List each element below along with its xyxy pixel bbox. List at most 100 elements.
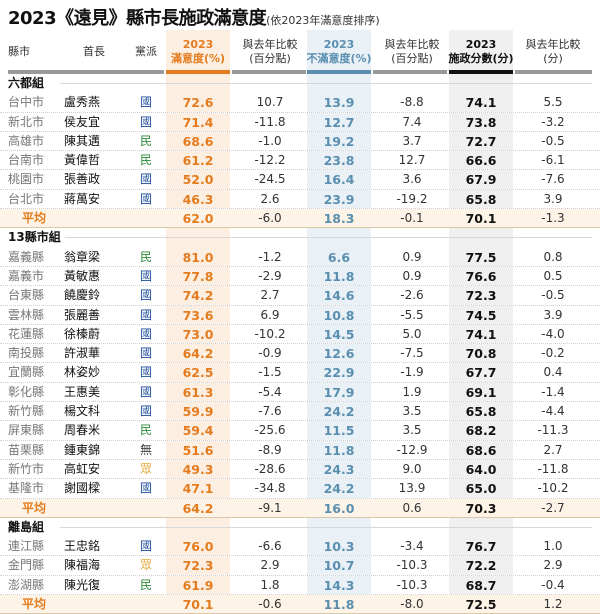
party-label: 國 (139, 191, 152, 206)
column-band-sat (166, 479, 230, 498)
party-label: 民 (139, 153, 152, 168)
column-band-dis (307, 189, 371, 209)
mayor-name: 王惠美 (64, 384, 101, 399)
table-row: 雲林縣 張麗善 國 73.6 6.9 10.8 -5.5 74.5 3.9 (0, 305, 600, 325)
table-header: 縣市 首長 黨派 2023 滿意度(%) 與去年比較 (百分點) 2023 不滿… (0, 30, 600, 74)
table-row: 彰化縣 王惠美 國 61.3 -5.4 17.9 1.9 69.1 -1.4 (0, 382, 600, 403)
header-dissatisfaction-label: 不滿意度(%) (306, 52, 372, 65)
party-label: 民 (139, 133, 152, 148)
satisfaction-delta-value: -7.6 (258, 404, 282, 419)
header-underline-score (449, 70, 513, 74)
column-band-sat (166, 382, 230, 402)
dissatisfaction-value: 11.8 (323, 268, 355, 284)
dissatisfaction-value: 17.9 (323, 384, 355, 400)
mayor-name: 陳福海 (64, 558, 101, 573)
score-value: 70.8 (465, 346, 497, 362)
column-band-dis (307, 479, 371, 498)
column-band-score (449, 537, 513, 556)
score-value: 72.3 (465, 288, 497, 304)
column-band-score (449, 286, 513, 305)
satisfaction-delta-value: 10.7 (256, 95, 284, 110)
county-name: 高雄市 (8, 133, 45, 148)
party-label: 國 (139, 268, 152, 283)
column-band-score (449, 305, 513, 324)
score-value: 76.6 (465, 268, 497, 284)
satisfaction-value: 61.9 (182, 577, 214, 593)
header-dissatisfaction-delta-line2: (百分點) (391, 52, 433, 65)
satisfaction-value: 73.0 (182, 326, 214, 342)
column-band-score (449, 93, 513, 112)
table-row: 嘉義縣 翁章梁 民 81.0 -1.2 6.6 0.9 77.5 0.8 (0, 247, 600, 267)
mayor-name: 盧秀燕 (64, 95, 101, 110)
party-label: 眾 (139, 558, 152, 573)
average-dissatisfaction-delta-value: -8.0 (400, 597, 424, 612)
score-delta-value: -3.2 (541, 114, 565, 129)
column-band-score (449, 363, 513, 382)
table-row: 連江縣 王忠銘 國 76.0 -6.6 10.3 -3.4 76.7 1.0 (0, 537, 600, 557)
satisfaction-value: 74.2 (182, 288, 214, 304)
column-band-score (449, 247, 513, 266)
table-body: 六都組 台中市 盧秀燕國 72.6 10.7 13.9 -8.8 74.1 5.5 新北市 侯友宜國… (0, 74, 600, 614)
table-row: 新竹市 高虹安 眾 49.3 -28.6 24.3 9.0 64.0 -11.8 (0, 459, 600, 480)
column-band-sat (166, 440, 230, 459)
satisfaction-table: 縣市 首長 黨派 2023 滿意度(%) 與去年比較 (百分點) 2023 不滿… (0, 30, 600, 614)
satisfaction-delta-value: -24.5 (254, 172, 286, 187)
county-name: 花蓮縣 (8, 326, 45, 341)
column-band-score (449, 556, 513, 575)
score-value: 68.2 (465, 423, 497, 439)
dissatisfaction-delta-value: -5.5 (400, 307, 424, 322)
column-band-score (449, 479, 513, 498)
column-band-sat (166, 286, 230, 305)
average-score-delta-value: -1.3 (541, 211, 565, 226)
satisfaction-delta-value: 1.8 (260, 577, 280, 592)
table-row: 高雄市 陳其邁 民 68.6 -1.0 19.2 3.7 72.7 -0.5 (0, 131, 600, 152)
score-value: 72.7 (465, 133, 497, 149)
dissatisfaction-value: 24.3 (323, 461, 355, 477)
column-band-score (449, 459, 513, 479)
column-band-dis (307, 421, 371, 440)
table-row: 台中市 盧秀燕 國 72.6 10.7 13.9 -8.8 74.1 5.5 (0, 93, 600, 113)
dissatisfaction-value: 13.9 (323, 95, 355, 111)
header-satisfaction-delta: 與去年比較 (百分點) (234, 30, 306, 74)
average-row: 平均 62.0 -6.0 18.3 -0.1 70.1 -1.3 (0, 209, 600, 229)
dissatisfaction-value: 24.2 (323, 404, 355, 420)
column-band-dis (307, 112, 371, 131)
dissatisfaction-delta-value: -19.2 (396, 191, 428, 206)
mayor-name: 翁章梁 (64, 249, 101, 264)
party-label: 國 (139, 288, 152, 303)
column-band-sat (166, 131, 230, 151)
satisfaction-value: 61.2 (182, 153, 214, 169)
mayor-name: 張善政 (64, 172, 101, 187)
party-label: 國 (139, 481, 152, 496)
group-header: 六都組 (0, 74, 600, 94)
mayor-name: 張麗善 (64, 307, 101, 322)
column-band-sat (166, 363, 230, 382)
score-delta-value: -10.2 (537, 481, 569, 496)
county-name: 雲林縣 (8, 307, 45, 322)
satisfaction-value: 49.3 (182, 461, 214, 477)
table-row: 台北市 蔣萬安 國 46.3 2.6 23.9 -19.2 65.8 3.9 (0, 189, 600, 210)
group-name: 13縣市組 (8, 228, 65, 248)
score-delta-value: 0.5 (543, 268, 563, 283)
table-row: 南投縣 許淑華 國 64.2 -0.9 12.6 -7.5 70.8 -0.2 (0, 344, 600, 364)
header-dissatisfaction-delta: 與去年比較 (百分點) (376, 30, 448, 74)
header-score-delta: 與去年比較 (分) (517, 30, 589, 74)
column-band-score (449, 112, 513, 131)
column-band-sat (166, 556, 230, 575)
party-label: 國 (139, 95, 152, 110)
header-dissatisfaction-year: 2023 (323, 38, 355, 51)
header-underline-sat-delta (232, 70, 306, 74)
average-score-value: 70.1 (465, 211, 497, 227)
score-delta-value: -6.1 (541, 153, 565, 168)
satisfaction-delta-value: 6.9 (260, 307, 280, 322)
header-county: 縣市 (8, 45, 30, 58)
group-header: 13縣市組 (0, 228, 600, 248)
column-band-dis (307, 305, 371, 324)
column-band-sat (166, 459, 230, 479)
table-row: 澎湖縣 陳光復 民 61.9 1.8 14.3 -10.3 68.7 -0.4 (0, 575, 600, 596)
satisfaction-delta-value: -1.5 (258, 365, 282, 380)
county-name: 金門縣 (8, 558, 45, 573)
column-band-sat (166, 402, 230, 421)
dissatisfaction-delta-value: -7.5 (400, 346, 424, 361)
column-band-dis (307, 382, 371, 402)
